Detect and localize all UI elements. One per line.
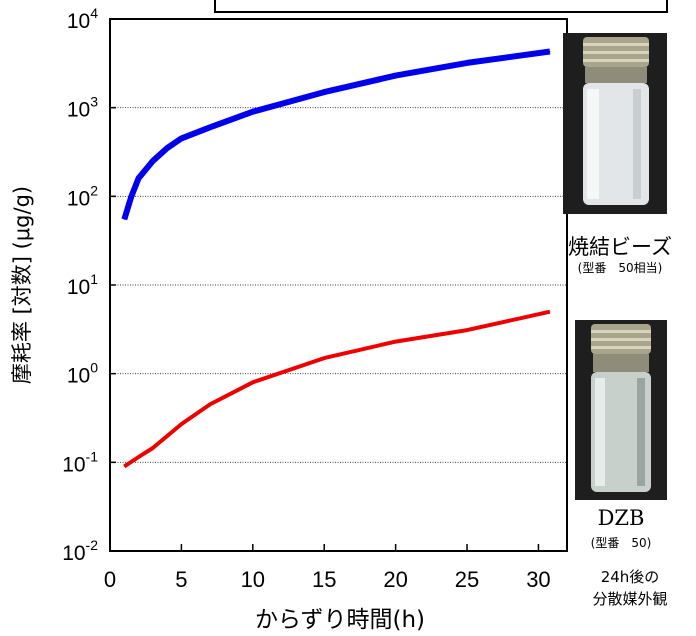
- footnote-line-1: 24h後の: [600, 568, 660, 586]
- x-tick-label: 20: [383, 567, 407, 592]
- y-tick-base: 10: [62, 542, 85, 565]
- y-tick-label: 10-2: [62, 537, 98, 565]
- footnote-line-2: 分散媒外観: [592, 590, 668, 608]
- y-tick-exponent: -2: [86, 537, 99, 553]
- photo-label-dzb: DZB: [597, 506, 645, 530]
- x-tick-label: 25: [455, 567, 479, 592]
- series-line: [121, 48, 551, 221]
- photo-sublabel-sintered: (型番 50相当): [577, 261, 663, 275]
- y-axis-title: 摩耗率 [対数] (μg/g): [10, 186, 34, 384]
- data-point: [180, 423, 182, 425]
- y-tick-exponent: 3: [90, 94, 98, 110]
- data-point: [395, 75, 397, 77]
- data-point: [323, 357, 325, 359]
- y-tick-exponent: 0: [90, 360, 98, 376]
- vial-icon: [575, 320, 667, 500]
- data-point: [166, 147, 168, 149]
- y-tick-base: 10: [67, 276, 90, 299]
- data-point: [180, 137, 182, 139]
- y-tick-base: 10: [67, 187, 90, 210]
- y-tick-base: 10: [67, 99, 90, 122]
- y-tick-label: 104: [67, 5, 98, 33]
- y-tick-label: 10-1: [62, 448, 98, 476]
- photo-sublabel-dzb: (型番 50): [590, 536, 652, 550]
- data-point: [549, 311, 551, 313]
- data-point: [252, 381, 254, 383]
- x-tick-label: 15: [312, 567, 336, 592]
- y-tick-label: 101: [67, 271, 98, 299]
- vial-photo-dzb: [575, 320, 667, 500]
- y-tick-label: 103: [67, 94, 98, 122]
- footnote: 24h後の 分散媒外観: [575, 566, 685, 610]
- x-tick-label: 10: [241, 567, 265, 592]
- x-tick-label: 5: [175, 567, 187, 592]
- data-point: [152, 160, 154, 162]
- y-tick-label: 102: [67, 182, 98, 210]
- top-legend-box: [214, 0, 668, 13]
- vial-icon: [563, 33, 667, 214]
- data-point: [123, 465, 125, 467]
- series-layer: [121, 48, 551, 469]
- y-tick-exponent: 2: [90, 182, 98, 198]
- data-point: [549, 51, 551, 52]
- data-point: [252, 111, 254, 113]
- y-tick-exponent: -1: [86, 448, 99, 464]
- data-point: [395, 341, 397, 343]
- x-axis-title: からずり時間(h): [255, 607, 425, 633]
- data-point: [123, 218, 125, 220]
- y-tick-base: 10: [67, 365, 90, 388]
- series-line: [123, 309, 551, 469]
- y-tick-exponent: 1: [90, 271, 98, 287]
- data-point: [130, 195, 132, 197]
- data-point: [466, 62, 468, 64]
- data-point: [138, 177, 140, 179]
- photo-label-sintered: 焼結ビーズ: [568, 235, 672, 259]
- y-tick-base: 10: [67, 10, 90, 33]
- data-point: [466, 329, 468, 331]
- data-point: [209, 403, 211, 405]
- x-tick-label: 30: [526, 567, 550, 592]
- vial-photo-sintered: [563, 33, 667, 214]
- y-tick-exponent: 4: [90, 5, 98, 21]
- y-tick-base: 10: [62, 453, 85, 476]
- data-point: [138, 456, 140, 458]
- grid-layer: [110, 107, 567, 463]
- tick-layer: [109, 18, 540, 552]
- data-point: [152, 447, 154, 449]
- data-point: [323, 91, 325, 93]
- y-tick-label: 100: [67, 360, 98, 388]
- data-point: [209, 126, 211, 128]
- x-tick-label: 0: [104, 567, 116, 592]
